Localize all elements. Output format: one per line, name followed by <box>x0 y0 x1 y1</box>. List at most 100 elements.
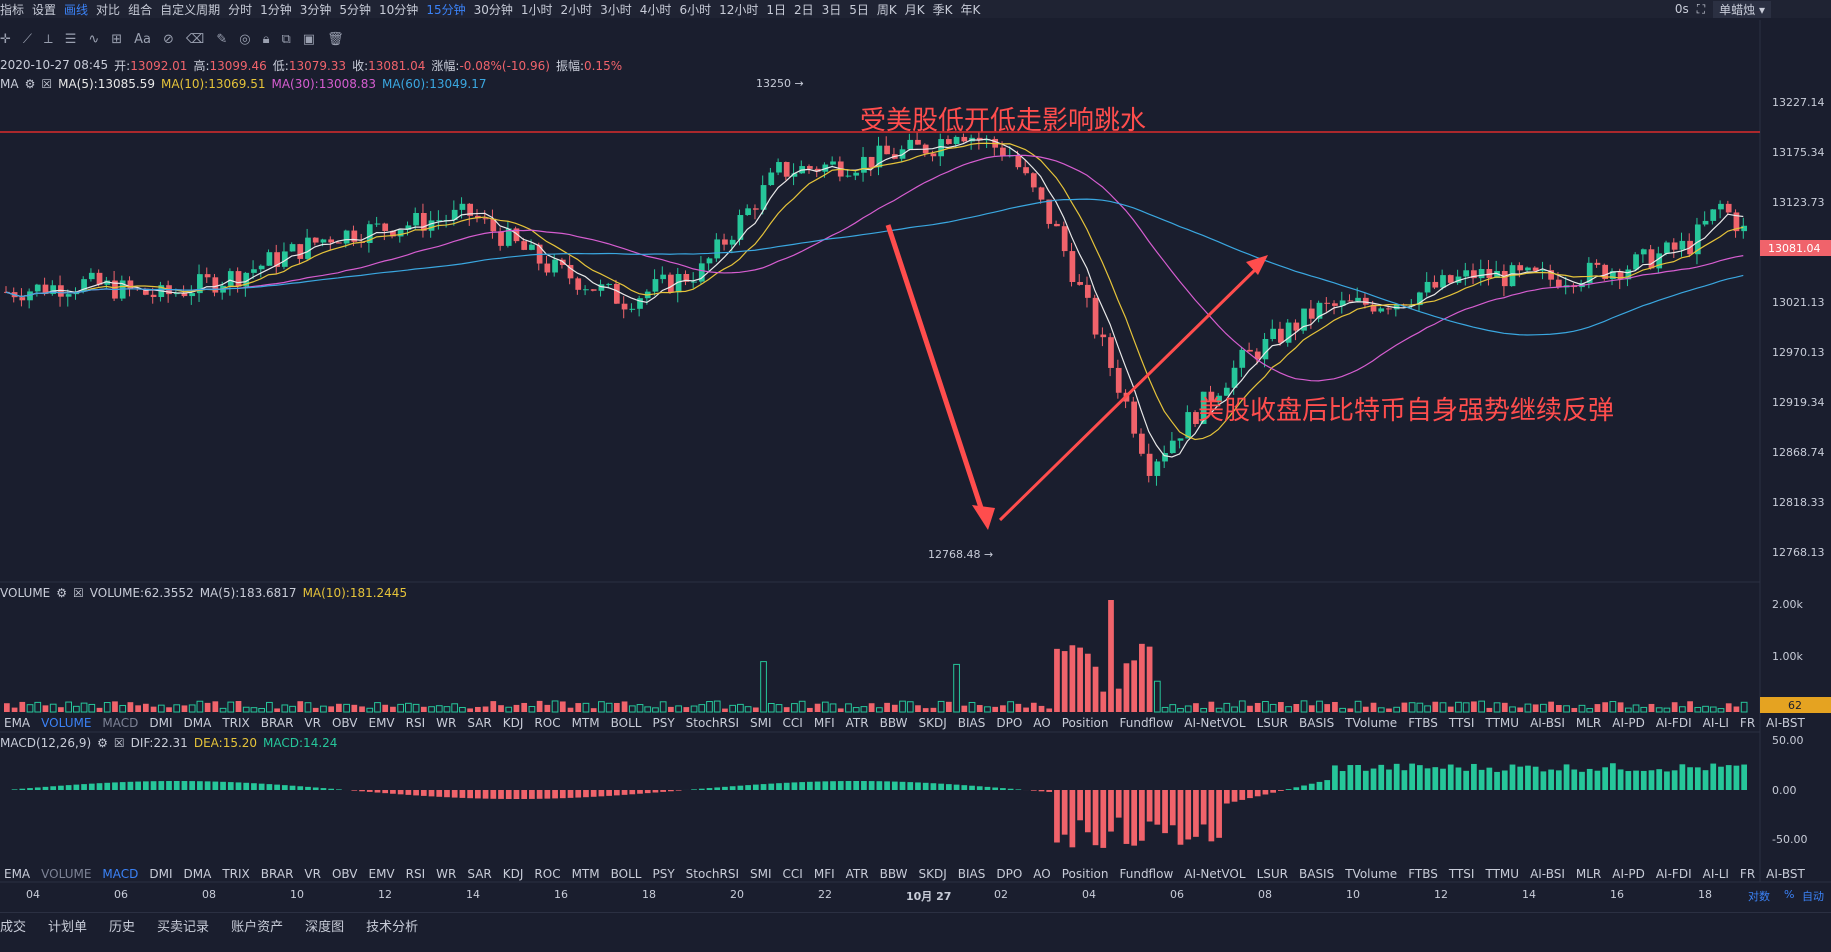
indicator-tab-basis[interactable]: BASIS <box>1299 716 1335 730</box>
topbar-item-15[interactable]: 3小时 <box>600 2 632 17</box>
indicator-tab-sar[interactable]: SAR <box>467 867 492 881</box>
indicator-tab-ai-netvol[interactable]: AI-NetVOL <box>1184 716 1246 730</box>
delete-tool-icon[interactable]: 🗑︎ <box>327 31 344 47</box>
bottom-tab-1[interactable]: 计划单 <box>48 919 88 935</box>
topbar-item-26[interactable]: 年K <box>960 2 981 17</box>
topbar-item-12[interactable]: 30分钟 <box>473 2 513 17</box>
indicator-tab-ai-li[interactable]: AI-LI <box>1702 867 1729 881</box>
bottom-tab-2[interactable]: 历史 <box>109 919 136 935</box>
indicator-tab-position[interactable]: Position <box>1061 716 1109 730</box>
topbar-item-16[interactable]: 4小时 <box>639 2 672 17</box>
indicator-tab-obv[interactable]: OBV <box>331 867 358 881</box>
indicator-tab-ai-pd[interactable]: AI-PD <box>1612 716 1645 730</box>
indicator-tab-cci[interactable]: CCI <box>782 716 803 730</box>
topbar-item-6[interactable]: 分时 <box>228 2 253 17</box>
indicator-tab-ai-bst[interactable]: AI-BST <box>1766 867 1805 881</box>
topbar-item-0[interactable]: 指标 <box>0 2 25 17</box>
indicator-tab-sar[interactable]: SAR <box>467 716 492 730</box>
fib-tool-icon[interactable]: ⟂ <box>44 31 53 47</box>
indicator-tab-ai-pd[interactable]: AI-PD <box>1612 867 1645 881</box>
topbar-item-11[interactable]: 15分钟 <box>426 2 466 17</box>
indicator-tab-ai-bst[interactable]: AI-BST <box>1766 716 1805 730</box>
indicator-tab-ai-bsi[interactable]: AI-BSI <box>1530 716 1565 730</box>
topbar-item-21[interactable]: 3日 <box>821 2 842 17</box>
indicator-tab-smi[interactable]: SMI <box>750 716 772 730</box>
indicator-tab-tvolume[interactable]: TVolume <box>1345 716 1398 730</box>
indicator-tab-bbw[interactable]: BBW <box>879 867 908 881</box>
topbar-item-2[interactable]: 画线 <box>64 2 89 17</box>
measure-tool-icon[interactable]: ⊞ <box>111 31 123 47</box>
ma-close-icon[interactable]: ☒ <box>41 77 53 91</box>
indicator-tab-volume[interactable]: VOLUME <box>41 716 92 730</box>
indicator-tab-ftbs[interactable]: FTBS <box>1408 716 1438 730</box>
macd-settings-icon[interactable]: ⚙ <box>97 736 108 750</box>
topbar-item-1[interactable]: 设置 <box>32 2 57 17</box>
indicator-tab-vr[interactable]: VR <box>304 867 321 881</box>
indicator-tab-mfi[interactable]: MFI <box>813 867 835 881</box>
indicator-tab-mfi[interactable]: MFI <box>813 716 835 730</box>
indicator-tab-psy[interactable]: PSY <box>652 867 675 881</box>
indicator-tab-ai-li[interactable]: AI-LI <box>1702 716 1729 730</box>
indicator-tab-stochrsi[interactable]: StochRSI <box>685 716 740 730</box>
indicator-tab-brar[interactable]: BRAR <box>260 867 294 881</box>
indicator-tab-ttmu[interactable]: TTMU <box>1485 716 1520 730</box>
topbar-item-14[interactable]: 2小时 <box>560 2 593 17</box>
indicator-tab-boll[interactable]: BOLL <box>610 867 642 881</box>
topbar-item-23[interactable]: 周K <box>876 2 897 17</box>
volume-settings-icon[interactable]: ⚙ <box>56 586 68 600</box>
indicator-tab-skdj[interactable]: SKDJ <box>918 867 947 881</box>
indicator-tab-fr[interactable]: FR <box>1739 716 1756 730</box>
indicator-tab-atr[interactable]: ATR <box>845 716 869 730</box>
hline-tool-icon[interactable]: ☰ <box>64 31 77 47</box>
indicator-tab-emv[interactable]: EMV <box>368 716 395 730</box>
indicator-tab-lsur[interactable]: LSUR <box>1256 716 1288 730</box>
indicator-tab-trix[interactable]: TRIX <box>222 867 250 881</box>
topbar-item-13[interactable]: 1小时 <box>520 2 553 17</box>
ma-settings-icon[interactable]: ⚙ <box>24 77 36 91</box>
indicator-tab-roc[interactable]: ROC <box>534 716 561 730</box>
indicator-tab-kdj[interactable]: KDJ <box>502 716 524 730</box>
volume-close-icon[interactable]: ☒ <box>73 586 84 600</box>
topbar-item-19[interactable]: 1日 <box>766 2 786 17</box>
indicator-tab-kdj[interactable]: KDJ <box>502 867 524 881</box>
indicator-tab-lsur[interactable]: LSUR <box>1256 867 1288 881</box>
indicator-tab-position[interactable]: Position <box>1061 867 1109 881</box>
indicator-tab-smi[interactable]: SMI <box>750 867 772 881</box>
chart-type-select[interactable]: 单蜡烛 ▾ <box>1713 0 1771 18</box>
indicator-tab-rsi[interactable]: RSI <box>405 716 426 730</box>
axis-mode-2[interactable]: 自动 <box>1802 890 1824 903</box>
indicator-tab-skdj[interactable]: SKDJ <box>918 716 947 730</box>
indicator-tab-boll[interactable]: BOLL <box>610 716 642 730</box>
topbar-item-18[interactable]: 12小时 <box>719 2 759 17</box>
indicator-tab-wr[interactable]: WR <box>436 716 457 730</box>
indicator-tab-mtm[interactable]: MTM <box>571 716 600 730</box>
indicator-tab-ttsi[interactable]: TTSI <box>1448 716 1475 730</box>
indicator-tab-macd[interactable]: MACD <box>102 716 139 730</box>
line-tool-icon[interactable]: ⟋ <box>22 31 33 47</box>
topbar-item-10[interactable]: 10分钟 <box>379 2 419 17</box>
pen-tool-icon[interactable]: ✎ <box>216 31 228 47</box>
magnet-tool-icon[interactable]: ⊘ <box>163 31 174 47</box>
bottom-tab-0[interactable]: 成交 <box>0 919 27 935</box>
topbar-item-3[interactable]: 对比 <box>96 2 121 17</box>
topbar-item-5[interactable]: 自定义周期 <box>160 2 221 17</box>
fill-tool-icon[interactable]: ▣ <box>302 31 316 47</box>
indicator-tab-rsi[interactable]: RSI <box>405 867 426 881</box>
indicator-tab-ai-netvol[interactable]: AI-NetVOL <box>1184 867 1246 881</box>
indicator-tab-bias[interactable]: BIAS <box>957 716 986 730</box>
indicator-tab-wr[interactable]: WR <box>436 867 457 881</box>
indicator-tab-dmi[interactable]: DMI <box>149 867 173 881</box>
indicator-tab-bbw[interactable]: BBW <box>879 716 908 730</box>
bottom-tab-5[interactable]: 深度图 <box>305 919 345 935</box>
bottom-tab-3[interactable]: 买卖记录 <box>157 919 210 935</box>
indicator-tab-ai-bsi[interactable]: AI-BSI <box>1530 867 1565 881</box>
indicator-tab-ema[interactable]: EMA <box>4 867 31 881</box>
indicator-tab-emv[interactable]: EMV <box>368 867 395 881</box>
indicator-tab-dma[interactable]: DMA <box>183 867 212 881</box>
crosshair-tool-icon[interactable]: ✛ <box>0 31 11 47</box>
topbar-item-20[interactable]: 2日 <box>794 2 814 17</box>
indicator-tab-ttmu[interactable]: TTMU <box>1485 867 1520 881</box>
indicator-tab-brar[interactable]: BRAR <box>260 716 294 730</box>
indicator-tab-atr[interactable]: ATR <box>845 867 869 881</box>
